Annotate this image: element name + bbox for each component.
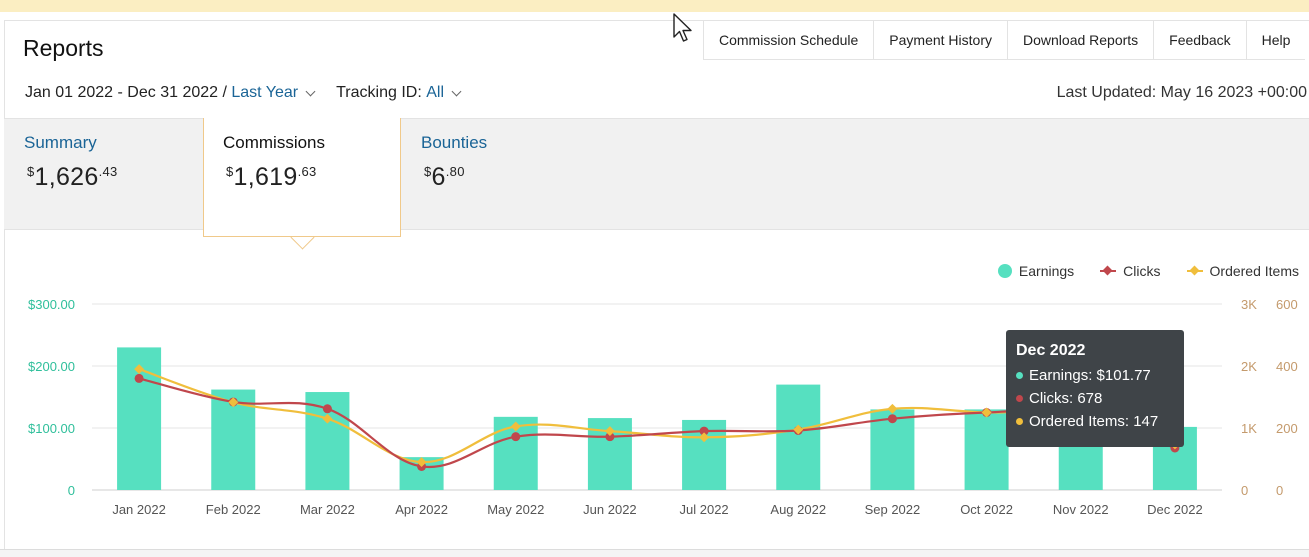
nav-payment-history[interactable]: Payment History (873, 20, 1007, 60)
clicks-point (322, 404, 332, 414)
y-right-items-tick-label: 600 (1276, 297, 1298, 312)
legend-earnings[interactable]: Earnings (997, 263, 1074, 279)
x-tick-label: Apr 2022 (395, 502, 448, 517)
page-title: Reports (23, 35, 104, 61)
summary-tabs-bar (4, 118, 1309, 230)
chevron-down-icon[interactable] (305, 86, 316, 96)
x-tick-label: Feb 2022 (206, 502, 261, 517)
x-tick-label: Jan 2022 (112, 502, 166, 517)
x-tick-label: Mar 2022 (300, 502, 355, 517)
y-left-tick-label: $200.00 (28, 359, 75, 374)
legend-ordered-items[interactable]: Ordered Items (1186, 263, 1299, 279)
y-left-tick-label: $100.00 (28, 421, 75, 436)
ordered-items-point (228, 397, 239, 408)
earnings-bar (776, 384, 821, 490)
legend-earnings-swatch (997, 264, 1012, 278)
ordered-items-point (887, 403, 898, 414)
legend-ordered-swatch (1186, 270, 1203, 272)
tracking-id-dropdown[interactable]: All (426, 84, 444, 101)
filter-row: Jan 01 2022 - Dec 31 2022 / Last Year Tr… (25, 84, 462, 102)
legend-clicks-swatch (1100, 270, 1117, 272)
clicks-point (511, 432, 521, 442)
tab-commissions[interactable]: Commissions $1,619.63 (203, 118, 401, 237)
clicks-point (887, 414, 897, 424)
tab-summary[interactable]: Summary $1,626.43 (24, 118, 194, 230)
clicks-line (138, 377, 1176, 469)
x-tick-label: Jul 2022 (680, 502, 729, 517)
x-tick-label: Jun 2022 (583, 502, 637, 517)
mouse-cursor-icon (673, 13, 692, 42)
clicks-point (699, 426, 709, 436)
tab-commissions-label[interactable]: Commissions (223, 133, 326, 152)
y-right-items-tick-label: 200 (1276, 421, 1298, 436)
tooltip-clicks-row: Clicks: 678 (1016, 390, 1174, 407)
y-left-tick-label: $300.00 (28, 297, 75, 312)
notification-strip (0, 0, 1309, 12)
y-right-clicks-tick-label: 1K (1241, 421, 1257, 436)
bottom-table-edge (0, 549, 1309, 557)
clicks-point (134, 373, 144, 383)
y-right-clicks-tick-label: 2K (1241, 359, 1257, 374)
clicks-point (605, 432, 615, 442)
y-left-tick-label: 0 (68, 483, 75, 498)
tab-bounties[interactable]: Bounties $6.80 (421, 118, 591, 230)
tracking-id-label: Tracking ID: (336, 84, 422, 101)
tooltip-ordered-row: Ordered Items: 147 (1016, 413, 1174, 430)
ordered-items-point (604, 426, 615, 437)
x-tick-label: Oct 2022 (960, 502, 1013, 517)
summary-amount: $1,626.43 (27, 163, 118, 191)
nav-help[interactable]: Help (1245, 20, 1306, 60)
last-updated: Last Updated: May 16 2023 +00:00 (1056, 84, 1307, 101)
nav-download-reports[interactable]: Download Reports (1007, 20, 1153, 60)
ordered-items-point (510, 421, 521, 432)
tab-bounties-label[interactable]: Bounties (421, 133, 488, 152)
reports-nav: Commission Schedule Payment History Down… (703, 20, 1306, 60)
y-right-items-tick-label: 400 (1276, 359, 1298, 374)
x-tick-label: Nov 2022 (1053, 502, 1109, 517)
active-tab-border (203, 236, 401, 237)
x-tick-label: Aug 2022 (770, 502, 826, 517)
x-tick-label: May 2022 (487, 502, 544, 517)
nav-feedback[interactable]: Feedback (1153, 20, 1245, 60)
date-preset-dropdown[interactable]: Last Year (231, 84, 299, 101)
ordered-items-point (134, 364, 145, 375)
tooltip-earnings-row: Earnings: $101.77 (1016, 367, 1174, 384)
chevron-down-icon[interactable] (451, 86, 462, 96)
legend-clicks[interactable]: Clicks (1100, 263, 1161, 279)
ordered-items-point (322, 413, 333, 424)
nav-commission-schedule[interactable]: Commission Schedule (703, 20, 873, 60)
earnings-chart: 0 $100.00 $200.00 $300.00 0 1K 2K 3K 0 200 400 600 J… (28, 297, 1298, 517)
tab-summary-label[interactable]: Summary (24, 133, 97, 152)
chart-legend: Earnings Clicks Ordered Items (972, 263, 1299, 279)
x-tick-label: Dec 2022 (1147, 502, 1203, 517)
x-tick-label: Sep 2022 (865, 502, 921, 517)
bounties-amount: $6.80 (424, 163, 465, 191)
date-range-text: Jan 01 2022 - Dec 31 2022 / (25, 84, 227, 101)
ordered-items-point (699, 432, 710, 443)
earnings-bar (964, 409, 1009, 490)
ordered-items-point (981, 407, 992, 418)
tooltip-title: Dec 2022 (1016, 342, 1086, 359)
y-right-items-tick-label: 0 (1276, 483, 1283, 498)
chart-tooltip: Dec 2022 Earnings: $101.77 Clicks: 678 O… (1006, 330, 1184, 447)
ordered-items-point (793, 424, 804, 435)
y-right-clicks-tick-label: 0 (1241, 483, 1248, 498)
y-right-clicks-tick-label: 3K (1241, 297, 1257, 312)
commissions-amount: $1,619.63 (226, 163, 317, 191)
